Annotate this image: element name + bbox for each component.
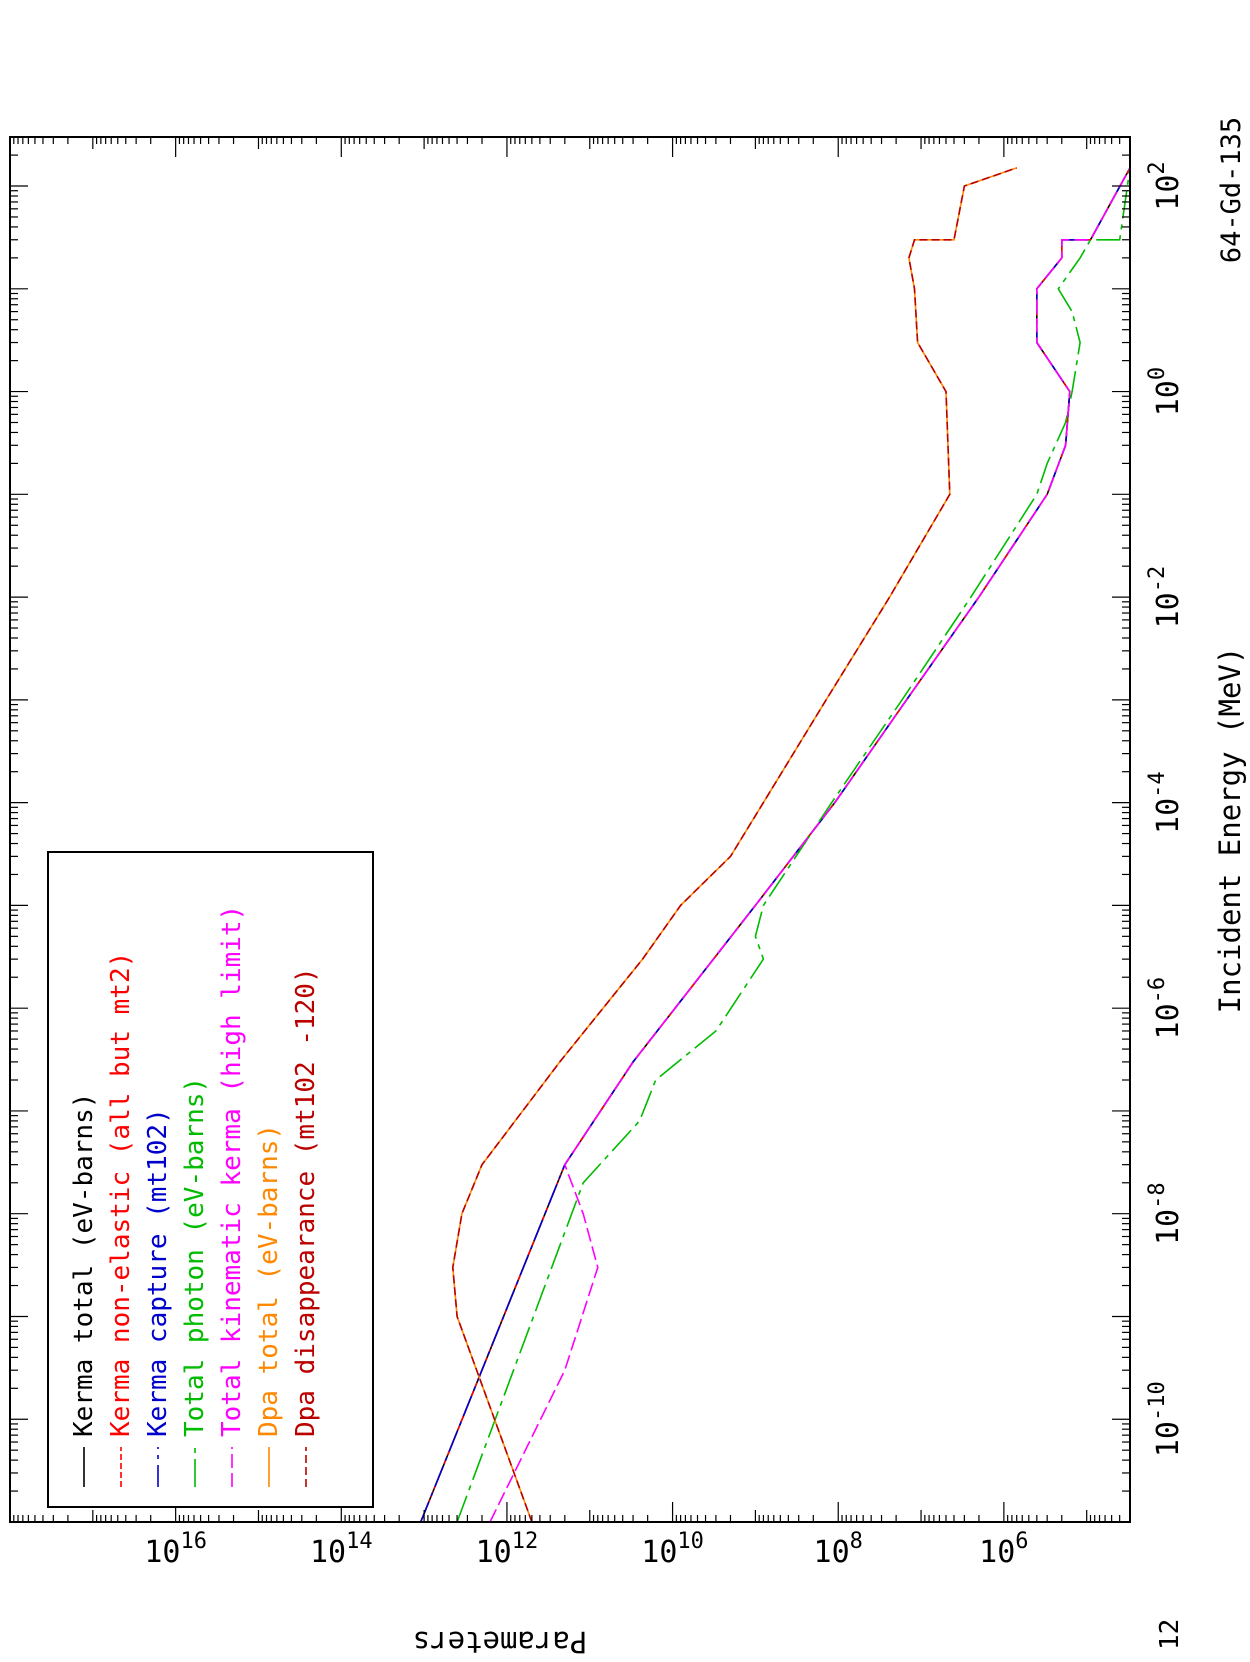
x-tick-label-exponent: -10 bbox=[1145, 1381, 1170, 1421]
y-tick-label-group: 1014 bbox=[310, 1529, 373, 1570]
x-tick-label-base: 10 bbox=[1151, 798, 1186, 834]
x-axis-label: Incident Energy (MeV) bbox=[1213, 647, 1247, 1014]
y-tick-label: 1010 bbox=[641, 1529, 704, 1570]
legend-label: Kerma non-elastic (all but mt2) bbox=[106, 952, 136, 1437]
x-tick-label-base: 10 bbox=[1151, 1003, 1186, 1039]
legend-label: Total photon (eV-barns) bbox=[180, 1077, 210, 1437]
x-tick-label-base: 10 bbox=[1151, 175, 1186, 211]
x-tick-label-exponent: -2 bbox=[1145, 566, 1170, 593]
x-tick-label-base: 10 bbox=[1151, 1421, 1186, 1457]
y-tick-label-base: 10 bbox=[979, 1535, 1015, 1570]
x-tick-label-exponent: -8 bbox=[1145, 1182, 1170, 1209]
legend-label: Dpa total (eV-barns) bbox=[254, 1124, 284, 1437]
y-tick-label-exponent: 14 bbox=[346, 1529, 373, 1554]
x-tick-label: 10-4 bbox=[1145, 771, 1186, 834]
series-layer bbox=[419, 167, 1131, 1523]
x-tick-label-exponent: 2 bbox=[1145, 161, 1170, 174]
y-tick-label: 1016 bbox=[144, 1529, 207, 1570]
legend-box bbox=[47, 851, 374, 1508]
y-tick-label-base: 10 bbox=[814, 1535, 850, 1570]
y-tick-label-base: 10 bbox=[476, 1535, 512, 1570]
x-tick-label: 10-8 bbox=[1145, 1182, 1186, 1245]
y-tick-label-exponent: 6 bbox=[1015, 1529, 1028, 1554]
legend-label: Dpa disappearance (mt102 -120) bbox=[291, 967, 321, 1437]
y-tick-label: 106 bbox=[979, 1529, 1028, 1570]
y-tick-label-base: 10 bbox=[310, 1535, 346, 1570]
plot-frame bbox=[9, 136, 1131, 1523]
y-tick-label-group: 1010 bbox=[641, 1529, 704, 1570]
legend: Kerma total (eV-barns) Kerma non-elastic … bbox=[69, 905, 321, 1487]
x-tick-label-base: 10 bbox=[1151, 380, 1186, 416]
legend-label: Total kinematic kerma (high limit) bbox=[217, 905, 247, 1437]
y-tick-label-group: 106 bbox=[979, 1529, 1028, 1570]
y-tick-label-exponent: 10 bbox=[677, 1529, 704, 1554]
y-tick-label-group: 108 bbox=[814, 1529, 863, 1570]
series-line-5 bbox=[489, 167, 1131, 1523]
y-tick-label-group: 1016 bbox=[144, 1529, 207, 1570]
y-tick-label-exponent: 12 bbox=[512, 1529, 539, 1554]
x-tick-label-base: 10 bbox=[1151, 1209, 1186, 1245]
corner-number: 12 bbox=[1155, 1619, 1185, 1650]
y-tick-label-exponent: 16 bbox=[180, 1529, 207, 1554]
legend-label: Kerma total (eV-barns) bbox=[69, 1093, 99, 1437]
y-tick-label-base: 10 bbox=[144, 1535, 180, 1570]
series-line-7 bbox=[451, 167, 1017, 1523]
x-tick-label: 10-2 bbox=[1145, 566, 1186, 629]
x-tick-label-exponent: 0 bbox=[1145, 367, 1170, 380]
y-tick-label: 1014 bbox=[310, 1529, 373, 1570]
x-tick-label: 100 bbox=[1145, 367, 1186, 416]
corner-label: 64-Gd-135 bbox=[1216, 117, 1247, 263]
y-tick-label-group: 1012 bbox=[476, 1529, 539, 1570]
x-tick-label-base: 10 bbox=[1151, 592, 1186, 628]
x-tick-label-exponent: -6 bbox=[1145, 977, 1170, 1004]
y-tick-label-base: 10 bbox=[641, 1535, 677, 1570]
legend-label: Kerma capture (mt102) bbox=[143, 1108, 173, 1437]
series-line-4 bbox=[456, 167, 1131, 1523]
x-tick-label-exponent: -4 bbox=[1145, 771, 1170, 798]
y-tick-label: 1012 bbox=[476, 1529, 539, 1570]
y-axis-label: Parameters bbox=[413, 1625, 588, 1659]
y-tick-label-exponent: 8 bbox=[850, 1529, 863, 1554]
x-tick-label: 10-10 bbox=[1145, 1381, 1186, 1457]
y-tick-label: 108 bbox=[814, 1529, 863, 1570]
x-tick-label: 102 bbox=[1145, 161, 1186, 210]
x-tick-label: 10-6 bbox=[1145, 977, 1186, 1040]
